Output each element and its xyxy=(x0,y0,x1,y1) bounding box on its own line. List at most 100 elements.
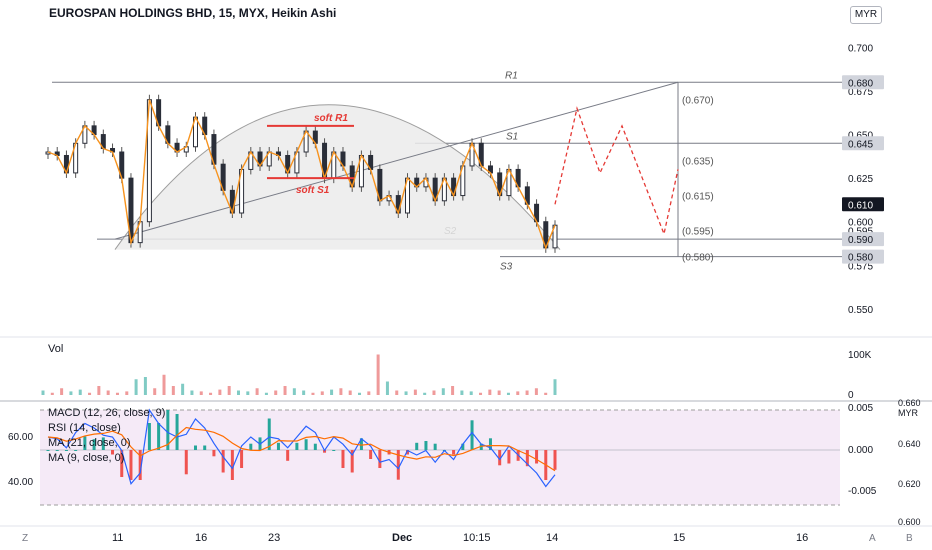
volume-bar xyxy=(209,392,213,395)
x-tick-label: Dec xyxy=(392,532,412,544)
volume-bar xyxy=(395,390,399,395)
macd-histogram-bar xyxy=(166,410,170,450)
volume-bar xyxy=(50,392,54,395)
macd-histogram-bar xyxy=(221,450,225,473)
volume-bar xyxy=(413,389,417,395)
timezone-button[interactable]: Z xyxy=(22,533,29,544)
volume-bar xyxy=(451,386,455,395)
ma-tick-label: 0.660 xyxy=(898,398,921,408)
volume-tick-label: 100K xyxy=(848,350,872,361)
projection-label: (0.615) xyxy=(682,192,714,203)
log-scale-button[interactable]: B xyxy=(906,533,913,544)
volume-bar xyxy=(404,391,408,395)
x-tick-label: 16 xyxy=(195,532,207,544)
x-tick-label: 14 xyxy=(546,532,558,544)
macd-histogram-bar xyxy=(129,450,133,480)
macd-histogram-bar xyxy=(359,438,363,450)
volume-bar xyxy=(441,388,445,395)
soft-s1-label: soft S1 xyxy=(296,185,330,196)
price-tick-label: 0.600 xyxy=(848,218,873,229)
macd-histogram-bar xyxy=(415,442,419,450)
price-label: 0.645 xyxy=(848,139,873,150)
volume-bar xyxy=(506,392,510,395)
volume-bar xyxy=(544,392,548,395)
volume-bar xyxy=(97,386,101,395)
macd-histogram-bar xyxy=(193,445,197,450)
price-tick-label: 0.550 xyxy=(848,305,873,316)
auto-scale-button[interactable]: A xyxy=(869,533,876,544)
macd-tick-label: 0.000 xyxy=(848,445,873,456)
price-tick-label: 0.625 xyxy=(848,174,873,185)
volume-bar xyxy=(60,388,64,395)
price-label: 0.595 xyxy=(848,226,873,237)
macd-legend: MACD (12, 26, close, 9) xyxy=(48,407,166,419)
projection-label: (0.580) xyxy=(682,253,714,264)
currency-button[interactable]: MYR xyxy=(850,6,882,24)
volume-bar xyxy=(78,389,82,395)
ma9-legend: MA (9, close, 0) xyxy=(48,452,125,464)
macd-histogram-bar xyxy=(203,445,207,450)
macd-histogram-bar xyxy=(295,442,299,450)
macd-histogram-bar xyxy=(175,414,179,450)
macd-histogram-bar xyxy=(138,450,142,480)
x-tick-label: 11 xyxy=(112,532,123,544)
macd-line xyxy=(47,408,556,488)
price-label-box xyxy=(842,249,884,264)
macd-tick-label: 0.005 xyxy=(848,403,873,414)
volume-bar xyxy=(106,390,110,395)
level-label: S3 xyxy=(500,262,513,273)
volume-bar xyxy=(553,379,557,395)
macd-histogram-bar xyxy=(424,441,428,450)
x-tick-label: 23 xyxy=(268,532,280,544)
macd-histogram-bar xyxy=(267,418,271,450)
signal-line xyxy=(47,426,556,472)
macd-histogram-bar xyxy=(157,423,161,450)
macd-histogram-bar xyxy=(535,450,539,464)
volume-bar xyxy=(525,390,529,395)
macd-histogram-bar xyxy=(406,450,410,455)
price-label-box xyxy=(842,136,884,151)
x-tick-label: 16 xyxy=(796,532,808,544)
volume-bar xyxy=(171,386,175,395)
x-tick-label: 15 xyxy=(673,532,685,544)
macd-histogram-bar xyxy=(507,450,511,464)
projection-label: (0.670) xyxy=(682,96,714,107)
macd-histogram-bar xyxy=(553,450,557,470)
volume-bar xyxy=(302,390,306,395)
macd-histogram-bar xyxy=(55,450,59,451)
volume-bar xyxy=(218,389,222,395)
macd-histogram-bar xyxy=(184,450,188,475)
trend-line xyxy=(114,81,679,240)
macd-histogram-bar xyxy=(341,450,345,468)
volume-bar xyxy=(236,390,240,395)
volume-bar xyxy=(134,379,138,395)
ma-tick-label: 0.620 xyxy=(898,479,921,489)
volume-bar xyxy=(469,391,473,395)
volume-bar xyxy=(488,389,492,395)
volume-bar xyxy=(190,390,194,395)
macd-histogram-bar xyxy=(74,450,78,451)
macd-histogram-bar xyxy=(286,450,290,461)
volume-tick-label: 0 xyxy=(848,390,854,401)
volume-bar xyxy=(320,391,324,395)
volume-bar xyxy=(423,392,427,395)
volume-bar xyxy=(348,390,352,395)
volume-bar xyxy=(367,391,371,395)
volume-bar xyxy=(292,388,296,395)
rsi-legend: RSI (14, close) xyxy=(48,422,121,434)
chart-title: EUROSPAN HOLDINGS BHD, 15, MYX, Heikin A… xyxy=(49,6,337,20)
macd-histogram-bar xyxy=(92,439,96,450)
rsi-tick-label: 60.00 xyxy=(8,432,33,443)
volume-bar xyxy=(227,386,231,395)
volume-bar xyxy=(274,390,278,395)
macd-histogram-bar xyxy=(332,450,336,451)
volume-legend: Vol xyxy=(48,343,64,355)
price-label-box xyxy=(842,75,884,90)
soft-r1-label: soft R1 xyxy=(314,113,348,124)
volume-bar xyxy=(339,388,343,395)
price-label: 0.610 xyxy=(848,200,873,211)
volume-bar xyxy=(358,392,362,395)
volume-bar xyxy=(153,388,157,395)
ma-tick-label: 0.640 xyxy=(898,439,921,449)
